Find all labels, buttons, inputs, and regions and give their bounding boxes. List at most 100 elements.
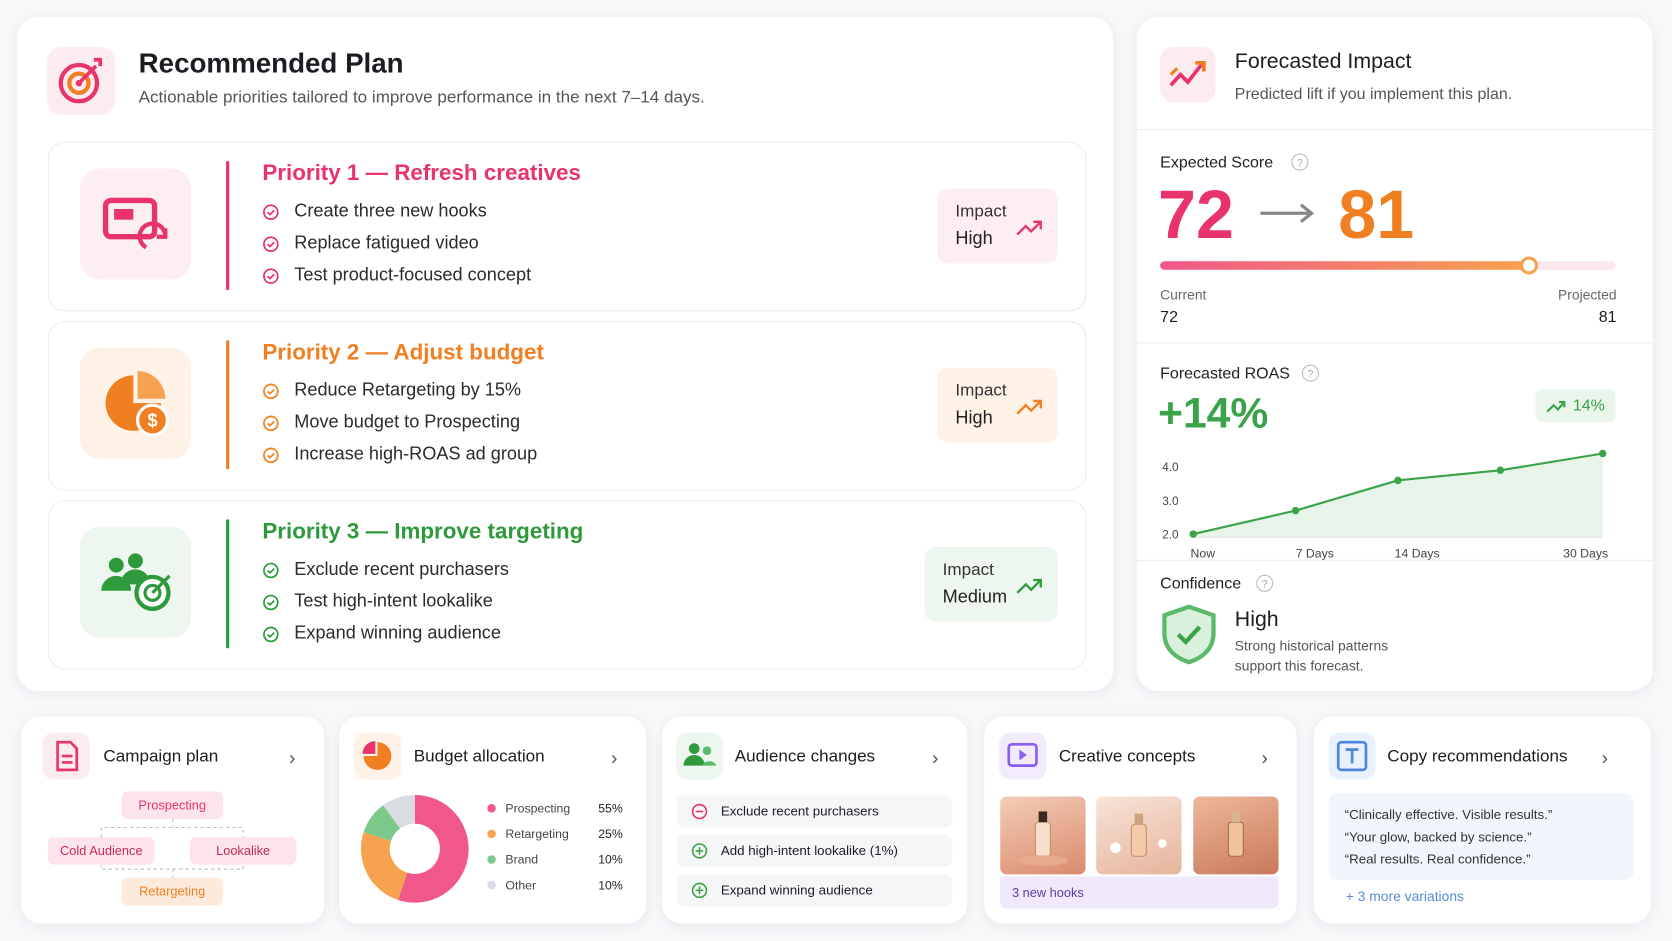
check-icon (262, 236, 279, 253)
score-current: 72 (1158, 175, 1234, 253)
roas-point (1598, 449, 1607, 458)
creative-caption: 3 new hooks (1011, 885, 1084, 900)
divider (1136, 342, 1653, 344)
chevron: › (611, 747, 618, 769)
copy-card[interactable]: Copy recommendations › “Clinically effec… (1313, 716, 1651, 924)
check-icon (262, 626, 279, 643)
help-icon[interactable]: ? (1301, 364, 1320, 383)
plan-title: Recommended Plan (138, 46, 404, 79)
roas-badge-text: 14% (1572, 396, 1605, 415)
roas-area (1193, 453, 1603, 538)
score-label: Expected Score (1160, 153, 1274, 172)
priority-icon: $ (79, 347, 191, 459)
priority-item: Increase high-ROAS ad group (294, 443, 538, 464)
audience-item: Expand winning audience (720, 882, 873, 898)
current-label: Current (1160, 286, 1207, 303)
priority-title: Priority 3 — Improve targeting (262, 519, 584, 544)
quote: “Clinically effective. Visible results.” (1344, 807, 1553, 823)
plan-subtitle: Actionable priorities tailored to improv… (138, 88, 705, 107)
confidence-desc: Strong historical patterns (1234, 637, 1389, 654)
forecast-subtitle: Predicted lift if you implement this pla… (1234, 85, 1513, 104)
creative-card[interactable]: Creative concepts › 3 new hooks (984, 716, 1297, 924)
priority-title: Priority 1 — Refresh creatives (262, 161, 581, 186)
donut-segment (363, 805, 401, 842)
priority-item: Test product-focused concept (294, 264, 532, 285)
svg-text:?: ? (1262, 579, 1268, 591)
trend-icon (1015, 398, 1043, 423)
tree-node: Cold Audience (47, 837, 155, 865)
more-link[interactable]: + 3 more variations (1345, 888, 1464, 905)
priority-item: Reduce Retargeting by 15% (294, 379, 522, 400)
legend-label: Other (505, 878, 536, 892)
impact-value: High (955, 228, 993, 249)
card-title: Audience changes (734, 747, 876, 766)
priority-item: Move budget to Prospecting (294, 411, 521, 432)
help-icon[interactable]: ? (1290, 152, 1309, 171)
audience-item: Exclude recent purchasers (720, 804, 879, 819)
svg-text:?: ? (1297, 157, 1303, 169)
priority-item: Test high-intent lookalike (294, 590, 493, 612)
check-icon (262, 268, 279, 285)
forecast-icon (1160, 46, 1216, 103)
x-tick-label: 30 Days (1563, 547, 1608, 561)
card-title: Campaign plan (103, 747, 219, 766)
card-icon (1328, 732, 1376, 780)
forecast-title: Forecasted Impact (1234, 50, 1412, 74)
card-icon (354, 732, 401, 780)
audience-card[interactable]: Audience changes › Exclude recent purcha… (662, 716, 968, 924)
legend-value: 10% (598, 853, 623, 867)
campaign-card[interactable]: Campaign plan › Prospecting Cold Audienc… (21, 716, 325, 924)
projected-value: 81 (1598, 308, 1617, 327)
tree-lines (100, 818, 244, 878)
budget-card[interactable]: Budget allocation › Prospecting 55% Retarg… (339, 716, 647, 924)
audience-item: Add high-intent lookalike (1%) (720, 843, 898, 859)
legend-value: 55% (598, 802, 623, 816)
x-tick-label: Now (1191, 547, 1216, 561)
confidence-label: Confidence (1160, 574, 1242, 593)
legend-label: Brand (505, 853, 538, 867)
card-title: Creative concepts (1058, 747, 1196, 766)
legend-dot (487, 880, 496, 890)
quote: “Your glow, backed by science.” (1344, 829, 1532, 845)
card-title: Copy recommendations (1387, 747, 1568, 766)
check-icon (262, 383, 279, 400)
legend-label: Prospecting (505, 802, 570, 816)
tree-node: Prospecting (121, 791, 223, 819)
card-title: Budget allocation (413, 747, 545, 766)
y-tick-label: 4.0 (1162, 461, 1179, 474)
accent-line (226, 161, 230, 291)
roas-point (1394, 476, 1402, 485)
impact-label: Impact (942, 560, 994, 580)
score-bar (1160, 256, 1616, 275)
accent-line (226, 340, 230, 470)
svg-text:$: $ (147, 411, 157, 431)
roas-badge: 14% (1535, 389, 1616, 423)
shield-icon (1162, 604, 1216, 665)
priority-item: Replace fatigued video (294, 232, 479, 253)
score-fill (1160, 261, 1529, 270)
tree-node: Retargeting (121, 877, 223, 906)
priority-item: Expand winning audience (294, 622, 501, 643)
impact-label: Impact (955, 381, 1007, 400)
impact-badge: Impact High (937, 367, 1058, 443)
help-icon[interactable]: ? (1255, 574, 1274, 593)
chevron: › (931, 747, 939, 769)
divider (1136, 129, 1653, 131)
priority-card: Priority 3 — Improve targeting Exclude re… (47, 500, 1087, 670)
legend-dot (487, 829, 496, 839)
roas-point (1496, 466, 1505, 475)
trend-icon (1015, 577, 1043, 602)
check-icon (262, 204, 279, 221)
legend-dot (487, 855, 496, 864)
donut-chart: Prospecting 55% Retargeting 25% Brand 10% Othe… (361, 794, 623, 903)
card-icon (676, 732, 723, 780)
chevron: › (1601, 747, 1609, 769)
impact-badge: Impact Medium (924, 547, 1058, 622)
current-value: 72 (1160, 308, 1178, 327)
forecast-card: Forecasted Impact Predicted lift if you … (1136, 17, 1653, 691)
priority-title: Priority 2 — Adjust budget (262, 340, 544, 365)
confidence-desc: support this forecast. (1234, 657, 1364, 674)
legend-value: 10% (598, 878, 623, 892)
legend-value: 25% (598, 827, 623, 841)
y-tick-label: 3.0 (1162, 495, 1179, 508)
